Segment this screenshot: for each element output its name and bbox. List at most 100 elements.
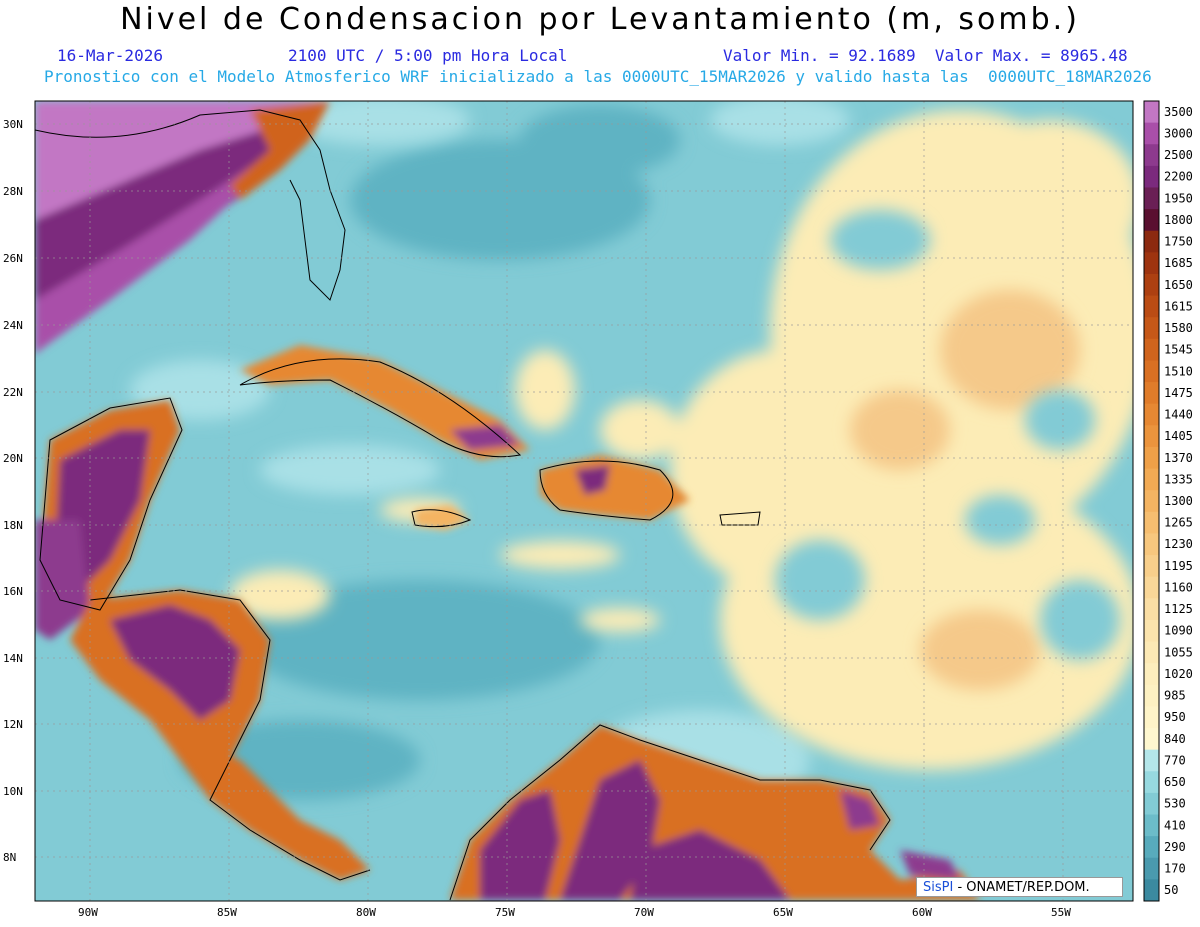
lon-labels: 90W 85W 80W 75W 70W 65W 60W 55W: [78, 906, 1071, 919]
legend-label: 50: [1164, 883, 1178, 897]
legend-swatch: [1144, 836, 1159, 859]
legend-label: 170: [1164, 862, 1186, 876]
legend-swatch: [1144, 295, 1159, 318]
legend-swatch: [1144, 425, 1159, 448]
shaded-field: [35, 101, 1133, 901]
legend-swatch: [1144, 187, 1159, 210]
forecast-time: 2100 UTC / 5:00 pm Hora Local: [288, 46, 568, 65]
legend-label: 770: [1164, 753, 1186, 767]
legend-label: 1090: [1164, 624, 1193, 638]
legend-label: 3000: [1164, 126, 1193, 140]
legend-label: 1195: [1164, 559, 1193, 573]
lat-label: 16N: [3, 585, 23, 598]
legend-swatch: [1144, 360, 1159, 383]
page-title: Nivel de Condensacion por Levantamiento …: [120, 2, 1080, 37]
legend-swatch: [1144, 771, 1159, 794]
legend-label: 840: [1164, 732, 1186, 746]
legend-swatch: [1144, 555, 1159, 578]
legend-label: 1020: [1164, 667, 1193, 681]
legend-label: 2200: [1164, 170, 1193, 184]
legend-swatch: [1144, 165, 1159, 188]
legend-label: 290: [1164, 840, 1186, 854]
legend-label: 650: [1164, 775, 1186, 789]
lat-label: 10N: [3, 785, 23, 798]
lat-labels: 30N 28N 26N 24N 22N 20N 18N 16N 14N 12N …: [3, 118, 23, 864]
legend-swatch: [1144, 252, 1159, 275]
lat-label: 18N: [3, 519, 23, 532]
legend-label: 1685: [1164, 256, 1193, 270]
legend-swatch: [1144, 317, 1159, 340]
legend-label: 1950: [1164, 191, 1193, 205]
legend-label: 1125: [1164, 602, 1193, 616]
legend-label: 1580: [1164, 321, 1193, 335]
legend-label: 1265: [1164, 516, 1193, 530]
lon-label: 90W: [78, 906, 98, 919]
legend-swatch: [1144, 230, 1159, 253]
legend-swatch: [1144, 598, 1159, 621]
coastlines: [35, 109, 891, 901]
credit-org: - ONAMET/REP.DOM.: [953, 880, 1090, 895]
lon-label: 60W: [912, 906, 932, 919]
legend-label: 1800: [1164, 213, 1193, 227]
lat-label: 22N: [3, 386, 23, 399]
legend-swatch: [1144, 749, 1159, 772]
gridlines: [35, 101, 1133, 901]
legend-frame: [1143, 100, 1160, 902]
legend-swatch: [1144, 122, 1159, 145]
legend-swatch: [1144, 511, 1159, 534]
credit-brand: SisPI: [923, 880, 954, 895]
legend-swatch: [1144, 468, 1159, 491]
min-max-values: Valor Min. = 92.1689 Valor Max. = 8965.4…: [723, 46, 1128, 65]
legend-swatch: [1144, 684, 1159, 707]
legend-label: 1335: [1164, 472, 1193, 486]
legend-swatch: [1144, 144, 1159, 167]
legend-label: 1230: [1164, 537, 1193, 551]
lat-label: 14N: [3, 652, 23, 665]
map-frame: [34, 100, 1134, 902]
lat-label: 24N: [3, 319, 23, 332]
legend-label: 2500: [1164, 148, 1193, 162]
legend-swatch: [1144, 663, 1159, 686]
legend-swatch: [1144, 576, 1159, 599]
lat-label: 28N: [3, 185, 23, 198]
legend-swatch: [1144, 879, 1159, 902]
credit-box: SisPI - ONAMET/REP.DOM.: [916, 877, 1123, 897]
legend-label: 530: [1164, 797, 1186, 811]
legend-swatch: [1144, 382, 1159, 405]
legend-swatch: [1144, 209, 1159, 232]
legend-label: 3500: [1164, 105, 1193, 119]
legend-label: 1055: [1164, 645, 1193, 659]
legend-swatch: [1144, 490, 1159, 513]
lat-label: 30N: [3, 118, 23, 131]
legend-swatch: [1144, 101, 1159, 124]
legend-swatch: [1144, 857, 1159, 880]
lon-label: 85W: [217, 906, 237, 919]
legend-label: 1545: [1164, 343, 1193, 357]
forecast-description: Pronostico con el Modelo Atmosferico WRF…: [44, 67, 1152, 86]
legend-swatch: [1144, 728, 1159, 751]
legend-swatch: [1144, 619, 1159, 643]
legend-label: 1440: [1164, 408, 1193, 422]
lat-label: 8N: [3, 851, 16, 864]
legend-label: 1510: [1164, 364, 1193, 378]
lat-label: 20N: [3, 452, 23, 465]
lat-label: 26N: [3, 252, 23, 265]
legend-swatch: [1144, 641, 1159, 664]
legend-swatch: [1144, 338, 1159, 361]
lon-label: 70W: [634, 906, 654, 919]
legend-swatch: [1144, 792, 1159, 816]
legend-label: 1615: [1164, 299, 1193, 313]
legend-swatch: [1144, 814, 1159, 837]
legend-swatch: [1144, 706, 1159, 729]
legend-label: 1370: [1164, 451, 1193, 465]
legend-label: 1650: [1164, 278, 1193, 292]
legend-swatch: [1144, 403, 1159, 426]
legend-label: 1300: [1164, 494, 1193, 508]
legend-swatch: [1144, 446, 1159, 470]
legend-label: 950: [1164, 710, 1186, 724]
legend-label: 410: [1164, 818, 1186, 832]
legend-label: 985: [1164, 689, 1186, 703]
lon-label: 55W: [1051, 906, 1071, 919]
legend-label: 1405: [1164, 429, 1193, 443]
